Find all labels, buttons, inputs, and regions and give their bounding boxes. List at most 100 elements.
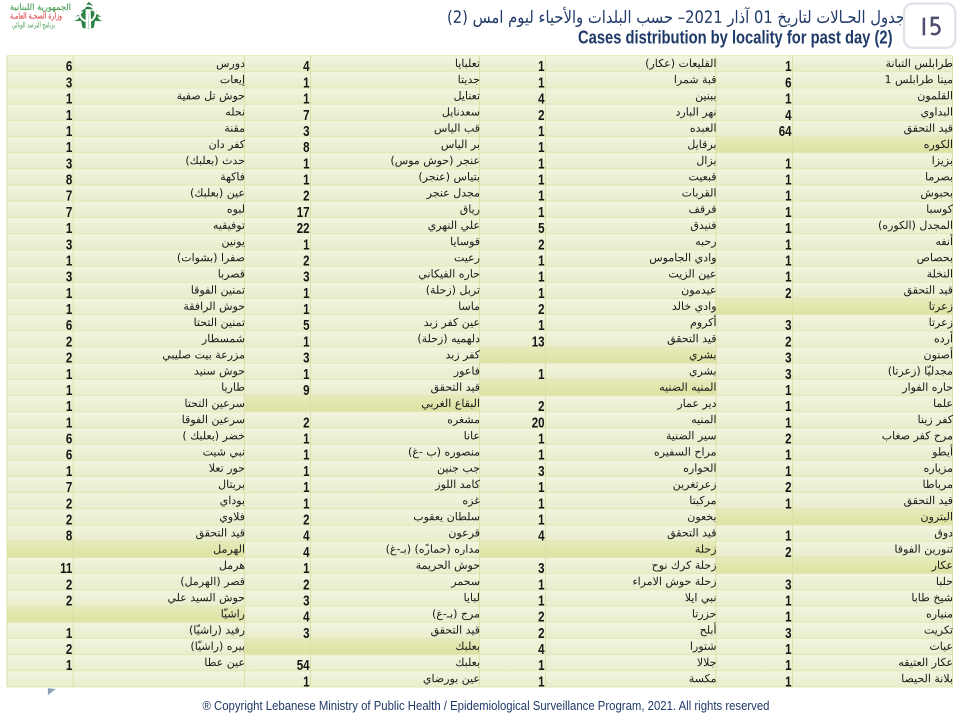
svg-text:2: 2 [66,495,72,512]
svg-text:1: 1 [538,74,545,91]
svg-text:4: 4 [303,58,310,75]
svg-text:5: 5 [303,317,310,334]
svg-text:3: 3 [785,317,792,334]
svg-text:8: 8 [66,171,73,188]
svg-text:1: 1 [538,446,545,463]
svg-text:1: 1 [538,479,545,496]
svg-text:1: 1 [303,74,310,91]
svg-text:3: 3 [66,268,73,285]
svg-text:1: 1 [303,365,310,382]
svg-text:2: 2 [538,301,544,318]
svg-text:1: 1 [785,641,792,658]
svg-text:1: 1 [785,203,792,220]
svg-text:8: 8 [66,527,73,544]
svg-text:4: 4 [303,543,310,560]
svg-text:1: 1 [538,284,545,301]
svg-text:1: 1 [66,414,73,431]
svg-text:6: 6 [66,430,73,447]
svg-text:22: 22 [297,220,310,237]
svg-text:2: 2 [303,576,309,593]
svg-text:1: 1 [785,220,792,237]
svg-text:3: 3 [303,349,310,366]
svg-text:2: 2 [785,333,791,350]
svg-text:1: 1 [66,220,73,237]
svg-text:1: 1 [303,673,310,690]
svg-text:3: 3 [66,155,73,172]
svg-text:1: 1 [538,657,545,674]
svg-text:5: 5 [538,220,545,237]
svg-text:1: 1 [785,462,792,479]
svg-text:1: 1 [66,284,73,301]
svg-text:1: 1 [785,58,792,75]
svg-text:17: 17 [297,203,310,220]
svg-text:1: 1 [785,495,792,512]
svg-text:2: 2 [66,333,72,350]
svg-text:1: 1 [538,576,545,593]
svg-text:1: 1 [785,657,792,674]
svg-text:1: 1 [303,333,310,350]
svg-text:1: 1 [303,90,310,107]
svg-text:2: 2 [538,106,544,123]
svg-text:4: 4 [785,106,792,123]
svg-text:1: 1 [538,122,545,139]
svg-text:1: 1 [785,446,792,463]
svg-text:1: 1 [785,171,792,188]
svg-text:3: 3 [785,624,792,641]
svg-text:1: 1 [66,365,73,382]
svg-text:1: 1 [538,155,545,172]
svg-text:2: 2 [303,187,309,204]
svg-text:2: 2 [66,511,72,528]
svg-text:1: 1 [303,155,310,172]
svg-text:3: 3 [538,560,545,577]
svg-text:8: 8 [303,139,310,156]
svg-text:6: 6 [785,74,792,91]
svg-text:1: 1 [303,236,310,253]
svg-text:1: 1 [785,90,792,107]
svg-text:6: 6 [66,317,73,334]
svg-text:1: 1 [785,268,792,285]
svg-text:1: 1 [538,252,545,269]
svg-text:1: 1 [785,527,792,544]
svg-text:1: 1 [66,106,73,123]
svg-text:4: 4 [303,608,310,625]
svg-text:3: 3 [303,592,310,609]
svg-text:1: 1 [66,252,73,269]
svg-text:1: 1 [66,139,73,156]
svg-text:1: 1 [66,381,73,398]
svg-text:1: 1 [538,511,545,528]
svg-text:Cases distribution by locality: Cases distribution by locality for past … [578,26,893,47]
svg-text:4: 4 [538,641,545,658]
svg-text:20: 20 [532,414,545,431]
svg-text:1: 1 [303,284,310,301]
svg-text:1: 1 [785,187,792,204]
svg-text:1: 1 [66,398,73,415]
svg-text:1: 1 [785,398,792,415]
svg-text:1: 1 [303,301,310,318]
svg-text:1: 1 [785,252,792,269]
svg-text:1: 1 [66,301,73,318]
svg-text:1: 1 [303,430,310,447]
svg-text:1: 1 [538,430,545,447]
svg-text:3: 3 [538,462,545,479]
svg-text:2: 2 [538,398,544,415]
svg-text:2: 2 [785,284,791,301]
svg-text:1: 1 [538,58,545,75]
svg-text:1: 1 [538,592,545,609]
svg-text:2: 2 [303,252,309,269]
svg-text:1: 1 [538,203,545,220]
svg-text:13: 13 [532,333,545,350]
svg-text:2: 2 [303,414,309,431]
svg-text:3: 3 [785,349,792,366]
svg-text:6: 6 [66,58,73,75]
svg-text:1: 1 [303,479,310,496]
svg-text:9: 9 [303,381,309,398]
svg-text:1: 1 [785,592,792,609]
svg-text:2: 2 [785,543,791,560]
svg-text:2: 2 [785,479,791,496]
svg-text:1: 1 [785,381,792,398]
svg-text:4: 4 [303,527,310,544]
svg-text:1: 1 [538,317,545,334]
svg-text:7: 7 [66,479,72,496]
svg-text:2: 2 [538,624,544,641]
svg-text:1: 1 [538,268,545,285]
